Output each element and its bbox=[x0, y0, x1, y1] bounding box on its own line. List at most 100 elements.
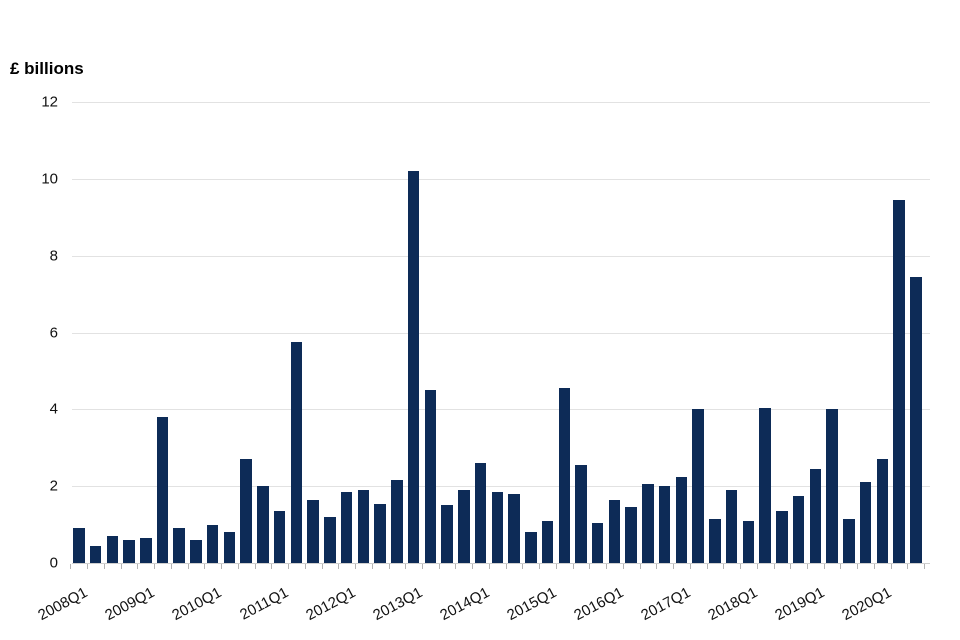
bar-2015Q1 bbox=[541, 520, 554, 563]
x-tick-label-2019Q1: 2019Q1 bbox=[772, 584, 828, 625]
x-tick-label-2008Q1: 2008Q1 bbox=[35, 584, 91, 625]
x-tick-label-2011Q1: 2011Q1 bbox=[237, 584, 292, 624]
y-tick-label: 2 bbox=[49, 477, 58, 495]
x-axis-tick bbox=[522, 564, 524, 569]
bar-2009Q3 bbox=[173, 528, 185, 563]
y-tick-label: 6 bbox=[49, 324, 58, 342]
x-axis-tick bbox=[304, 564, 306, 569]
gridline-y-0 bbox=[72, 563, 930, 564]
x-axis-tick bbox=[689, 564, 691, 569]
x-axis-tick bbox=[204, 564, 206, 569]
x-axis-tick bbox=[254, 564, 256, 569]
bar-2014Q1 bbox=[474, 463, 487, 563]
x-tick-label-2012Q1: 2012Q1 bbox=[303, 584, 359, 625]
x-axis-tick bbox=[421, 564, 423, 569]
bar-2019Q1 bbox=[809, 468, 822, 563]
bar-2009Q4 bbox=[190, 540, 202, 563]
bar-2020Q1 bbox=[876, 459, 889, 563]
x-axis-tick bbox=[455, 564, 457, 569]
bar-2019Q2 bbox=[826, 409, 838, 563]
x-axis-tick bbox=[187, 564, 189, 569]
x-axis-tick bbox=[840, 564, 842, 569]
y-tick-label: 0 bbox=[49, 554, 58, 572]
x-tick-label-2020Q1: 2020Q1 bbox=[839, 584, 895, 625]
x-axis-tick bbox=[823, 564, 825, 569]
bar-2019Q3 bbox=[843, 518, 855, 563]
x-axis-tick bbox=[388, 564, 390, 569]
x-axis-tick bbox=[271, 564, 273, 569]
x-axis-tick bbox=[288, 564, 289, 569]
x-axis-tick bbox=[706, 564, 708, 569]
bar-2010Q4 bbox=[257, 486, 269, 563]
bar-2015Q3 bbox=[575, 465, 587, 563]
x-axis-tick bbox=[572, 564, 574, 569]
x-axis-tick bbox=[170, 564, 172, 569]
bar-2016Q2 bbox=[625, 507, 637, 563]
bar-2016Q3 bbox=[642, 484, 654, 563]
x-axis-tick bbox=[405, 564, 407, 569]
x-axis-tick bbox=[890, 564, 892, 569]
x-tick-label-2009Q1: 2009Q1 bbox=[102, 584, 158, 625]
x-axis-tick bbox=[673, 564, 674, 569]
bar-2012Q1 bbox=[340, 492, 353, 563]
bar-2008Q2 bbox=[89, 545, 102, 563]
gridline-y-4 bbox=[72, 409, 930, 411]
y-tick-label: 12 bbox=[41, 93, 58, 111]
bar-2018Q4 bbox=[792, 495, 805, 563]
x-axis-tick bbox=[740, 564, 741, 569]
x-axis-tick bbox=[639, 564, 641, 569]
bar-2016Q1 bbox=[608, 499, 621, 563]
x-axis-tick bbox=[321, 564, 323, 569]
bar-2011Q4 bbox=[324, 516, 336, 563]
x-axis-tick bbox=[505, 564, 507, 569]
y-axis-title: £ billions bbox=[10, 59, 84, 78]
bar-2020Q3 bbox=[910, 276, 922, 563]
bar-2008Q3 bbox=[106, 536, 119, 563]
bar-2016Q4 bbox=[658, 486, 671, 563]
bar-2020Q2 bbox=[893, 200, 905, 563]
x-axis-tick bbox=[338, 564, 340, 569]
x-axis-tick bbox=[438, 564, 440, 569]
bar-2008Q4 bbox=[123, 540, 135, 563]
y-tick-label: 8 bbox=[49, 247, 58, 265]
gridline-y-2 bbox=[72, 486, 930, 488]
bar-2012Q4 bbox=[391, 480, 403, 563]
x-axis-tick bbox=[103, 564, 105, 569]
bar-2019Q4 bbox=[859, 482, 872, 563]
bar-2012Q2 bbox=[357, 490, 370, 563]
x-axis-tick bbox=[237, 564, 239, 569]
x-axis-tick bbox=[873, 564, 875, 569]
bar-2011Q1 bbox=[273, 511, 286, 563]
bar-2009Q2 bbox=[156, 417, 169, 563]
bar-2018Q3 bbox=[776, 511, 788, 563]
y-tick-label: 4 bbox=[49, 400, 58, 418]
bar-2011Q2 bbox=[290, 342, 303, 563]
x-axis-tick bbox=[756, 564, 758, 569]
x-axis-tick bbox=[120, 564, 122, 569]
x-axis-tick bbox=[924, 564, 926, 569]
x-tick-label-2013Q1: 2013Q1 bbox=[370, 584, 426, 625]
x-axis-tick bbox=[472, 564, 474, 569]
bar-2018Q2 bbox=[759, 407, 771, 563]
bar-2017Q2 bbox=[692, 409, 704, 563]
x-axis-tick bbox=[606, 564, 608, 569]
gridline-y-8 bbox=[72, 255, 930, 257]
x-axis-tick bbox=[773, 564, 775, 569]
x-axis-tick bbox=[221, 564, 223, 569]
gridline-y-6 bbox=[72, 332, 930, 334]
x-axis-tick bbox=[539, 564, 541, 569]
x-axis-tick bbox=[807, 564, 808, 569]
bar-2010Q2 bbox=[223, 532, 236, 563]
bar-2011Q3 bbox=[307, 499, 319, 563]
x-axis-tick bbox=[907, 564, 909, 569]
x-tick-label-2018Q1: 2018Q1 bbox=[705, 584, 761, 625]
x-tick-label-2010Q1: 2010Q1 bbox=[169, 584, 225, 625]
x-axis-tick bbox=[656, 564, 658, 569]
x-axis-tick bbox=[622, 564, 624, 569]
x-axis-tick bbox=[355, 564, 356, 569]
x-axis-tick bbox=[137, 564, 139, 569]
x-axis-tick bbox=[154, 564, 156, 569]
bar-2010Q3 bbox=[240, 459, 252, 563]
bar-2017Q3 bbox=[709, 518, 721, 563]
